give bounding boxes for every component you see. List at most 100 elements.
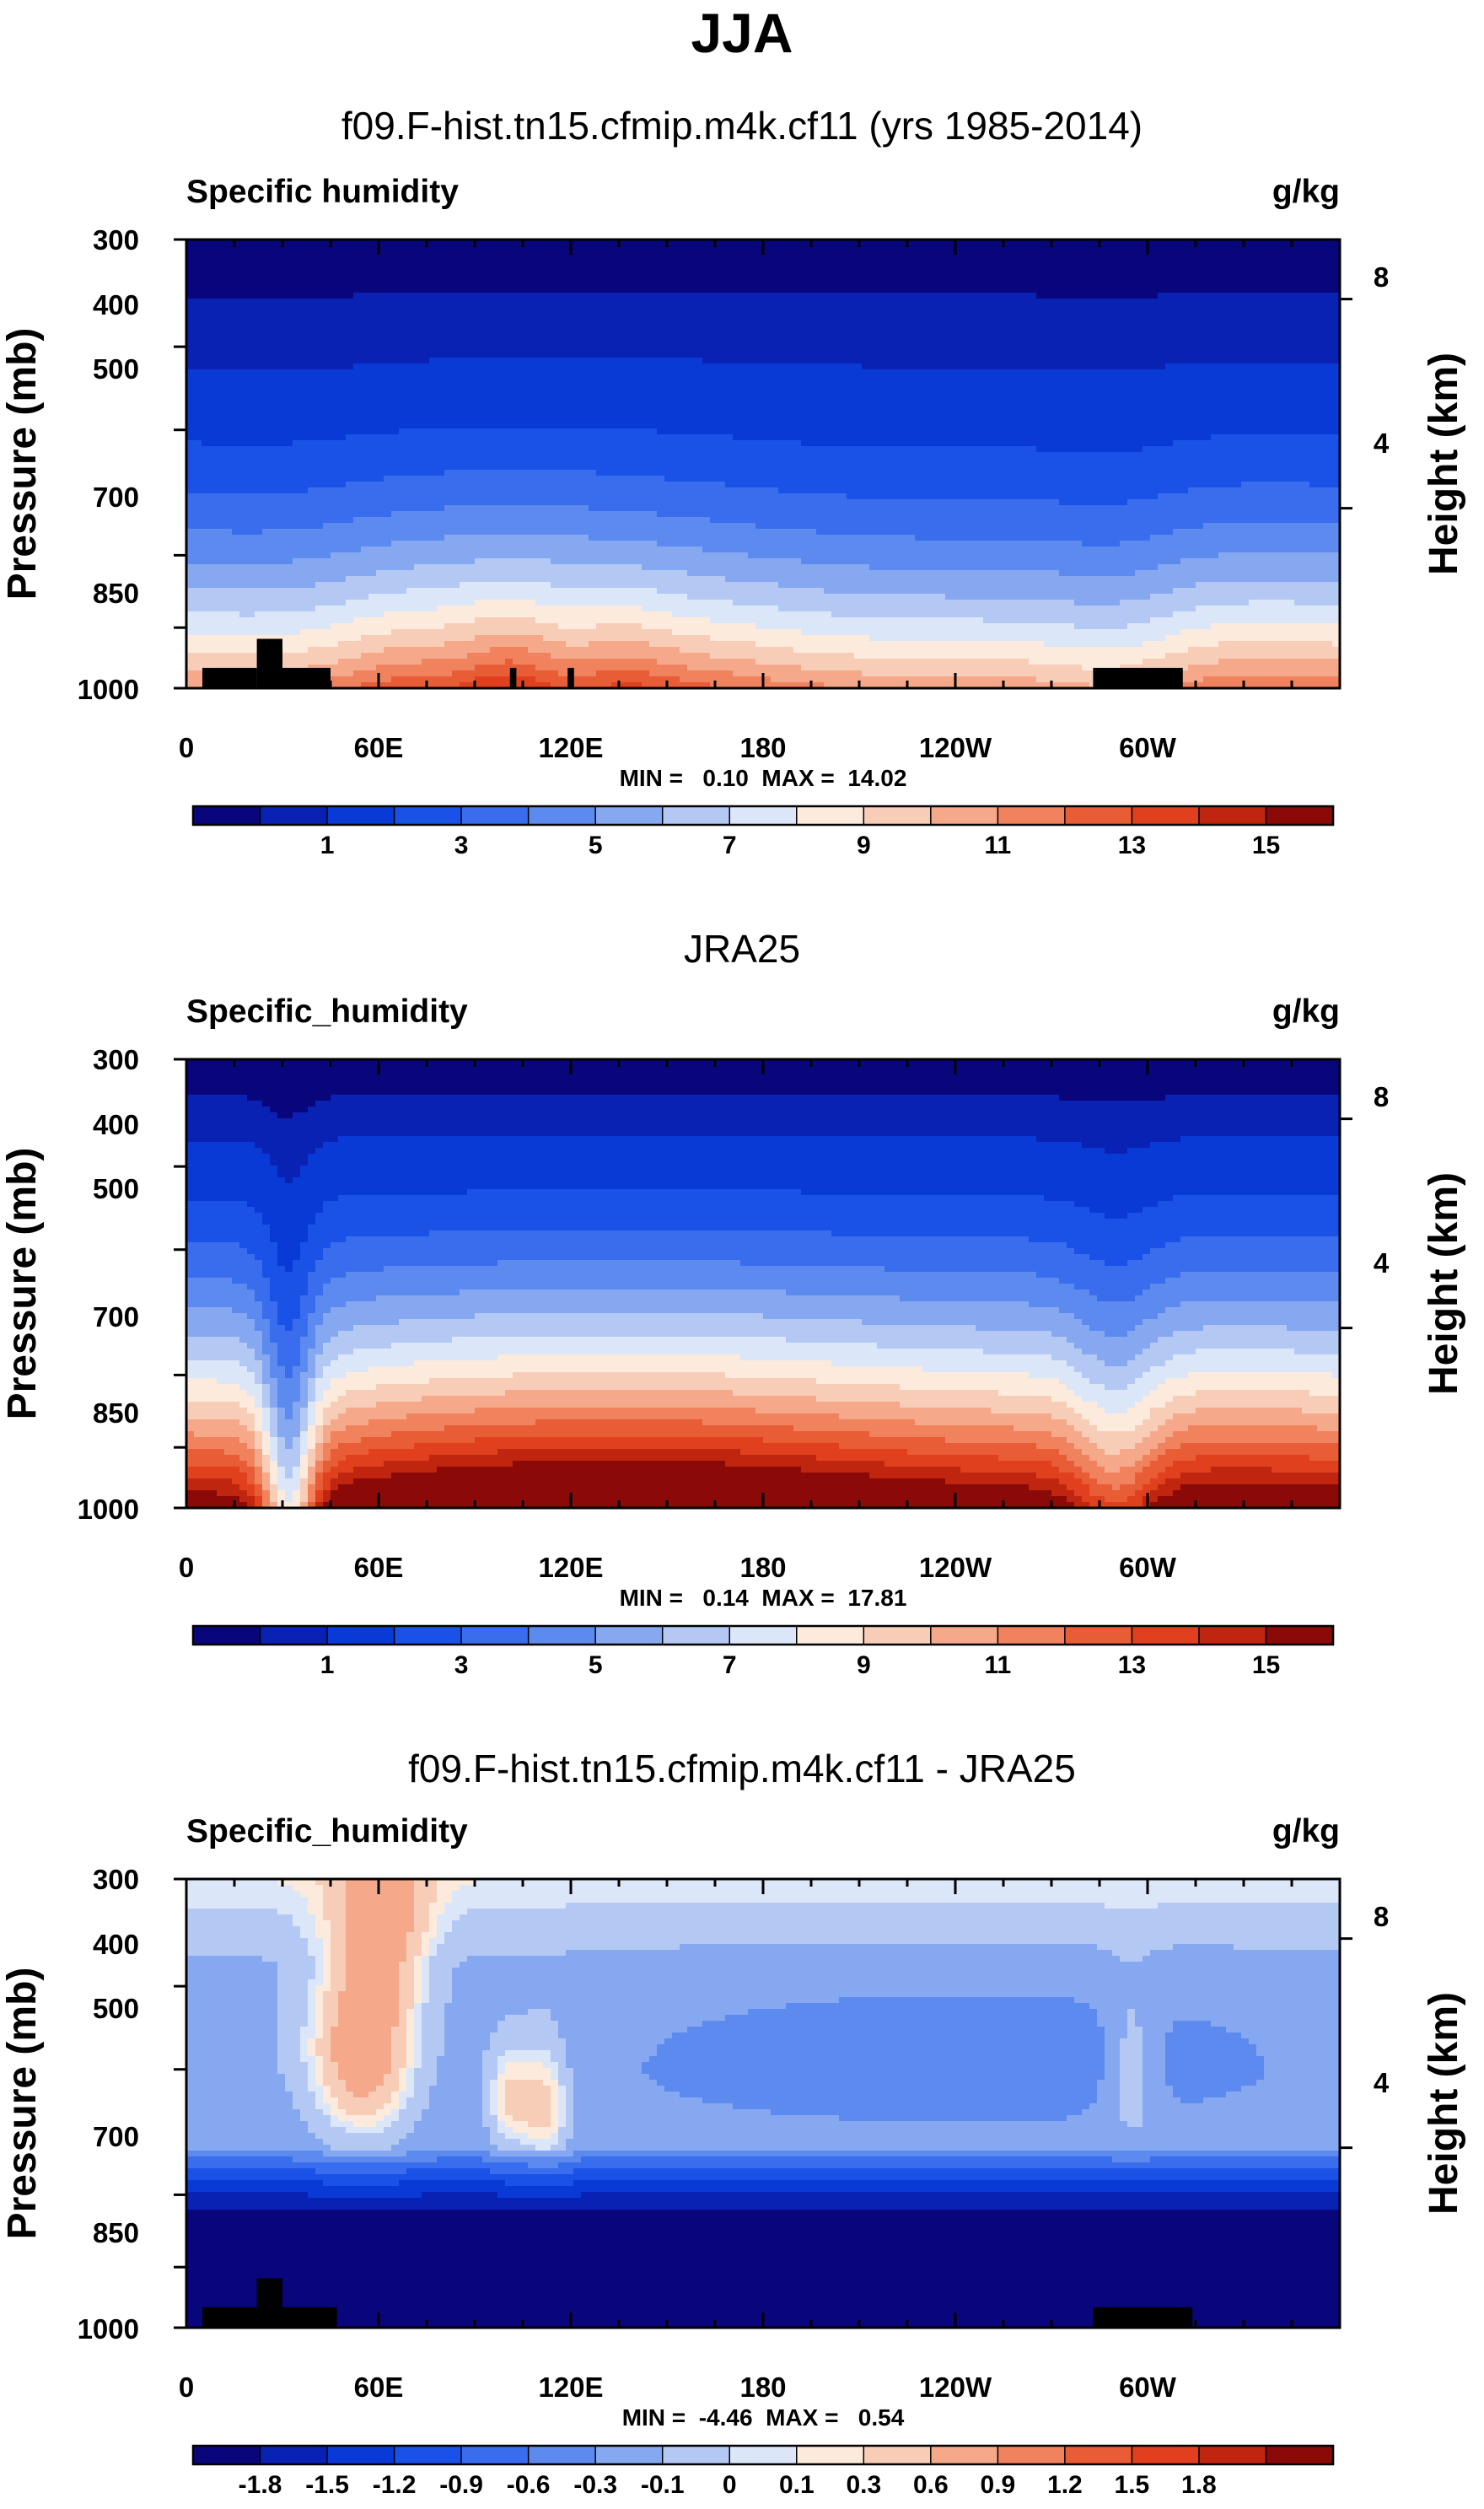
contour-cell (573, 2103, 734, 2110)
contour-cell (308, 1437, 316, 1444)
contour-cell (1097, 2086, 1121, 2092)
contour-cell (422, 2021, 445, 2027)
contour-cell (422, 2027, 445, 2033)
contour-cell (186, 1914, 293, 1921)
contour-cell (414, 1956, 422, 1963)
contour-cell (331, 623, 445, 630)
contour-cell (239, 1437, 255, 1444)
contour-cell (1036, 1136, 1181, 1143)
pressure-axis: 300 400 500 700 850 1000 Pressure (mb) (0, 224, 139, 705)
contour-cell (277, 1502, 301, 1508)
contour-cell (422, 2015, 445, 2022)
contour-cell (186, 570, 377, 577)
contour-cell (1143, 446, 1340, 453)
contour-cell (1143, 2080, 1166, 2086)
contour-cell (186, 2038, 278, 2045)
contour-cell (255, 1325, 271, 1332)
contour-cell (497, 2109, 506, 2116)
contour-cell (376, 2121, 392, 2128)
contour-cell (186, 417, 1340, 423)
contour-cell (186, 2192, 309, 2199)
contour-cell (657, 588, 825, 595)
contour-cell (277, 1490, 286, 1497)
contour-cell (186, 487, 309, 494)
contour-cell (558, 2109, 567, 2116)
contour-cell (1218, 552, 1340, 559)
contour-cell (331, 1920, 347, 1927)
contour-cell (315, 1402, 331, 1408)
contour-cell (315, 1413, 324, 1420)
contour-cell (186, 1909, 278, 1915)
contour-cell (573, 2068, 643, 2075)
contour-cell (1082, 1349, 1143, 1355)
contour-cell (983, 1349, 1083, 1355)
contour-cell (315, 1360, 331, 1367)
contour-cell (1143, 1254, 1340, 1261)
pressure-tick: 850 (93, 1397, 139, 1429)
contour-cell (186, 1891, 301, 1898)
colorbar-label: -0.9 (439, 2471, 483, 2499)
terrain-block (256, 2278, 282, 2328)
contour-cell (475, 635, 544, 642)
contour-cell (384, 1266, 885, 1273)
terrain-block (202, 667, 257, 688)
contour-cell (186, 1879, 278, 1886)
contour-cell (331, 2027, 392, 2033)
contour-cell (262, 1467, 271, 1473)
contour-cell (1074, 623, 1128, 630)
contour-cell (262, 1266, 286, 1273)
contour-cell (323, 1455, 331, 1462)
contour-cell (1150, 1408, 1196, 1414)
contour-cell (186, 1154, 271, 1160)
contour-cell (186, 1284, 248, 1290)
contour-cell (414, 1897, 438, 1903)
contour-cell (566, 2050, 658, 2057)
figure-title: JJA (691, 2, 793, 64)
contour-cell (186, 381, 1340, 388)
contour-cell (186, 2139, 324, 2146)
contour-cell (1150, 1248, 1340, 1255)
contour-cell (262, 1272, 309, 1279)
contour-cell (186, 1307, 233, 1314)
contour-cell (649, 2056, 1105, 2063)
contour-cell (323, 1431, 331, 1438)
contour-cell (186, 2033, 278, 2039)
contour-cell (262, 1372, 271, 1379)
contour-cell (315, 1331, 339, 1338)
contour-cell (300, 2027, 316, 2033)
contour-cell (270, 1236, 309, 1243)
contour-cell (657, 428, 1340, 435)
contour-cell (406, 2086, 415, 2092)
contour-cell (611, 682, 643, 688)
contour-cell (1150, 1449, 1166, 1456)
contour-cell (255, 1402, 263, 1408)
contour-cell (308, 1289, 324, 1296)
contour-cell (497, 2068, 506, 2075)
contour-cell (346, 1979, 400, 1986)
contour-cell (186, 2174, 1340, 2181)
contour-cell (361, 635, 476, 642)
contour-cell (186, 387, 1340, 394)
contour-cell (300, 2109, 324, 2116)
contour-cell (505, 2062, 544, 2069)
contour-cell (573, 2109, 772, 2116)
contour-cell (558, 2080, 574, 2086)
contour-cell (1089, 1207, 1143, 1214)
axis-ticks (174, 238, 1352, 690)
contour-cell (270, 1106, 309, 1113)
pressure-tick: 700 (93, 2121, 139, 2152)
contour-cell (551, 2056, 567, 2063)
contour-cell (323, 1413, 339, 1420)
contour-cell (186, 2050, 278, 2057)
contour-cell (315, 1337, 331, 1343)
contour-cell (422, 1968, 430, 1974)
contour-cell (293, 2156, 438, 2163)
contour-cell (710, 517, 1340, 524)
contour-cell (270, 1278, 309, 1284)
contour-cell (1143, 2062, 1166, 2069)
contour-cell (391, 541, 658, 547)
contour-cell (308, 1950, 324, 1957)
contour-cell (1097, 1461, 1136, 1467)
contour-cell (1143, 1956, 1340, 1963)
contour-cell (497, 2021, 559, 2027)
